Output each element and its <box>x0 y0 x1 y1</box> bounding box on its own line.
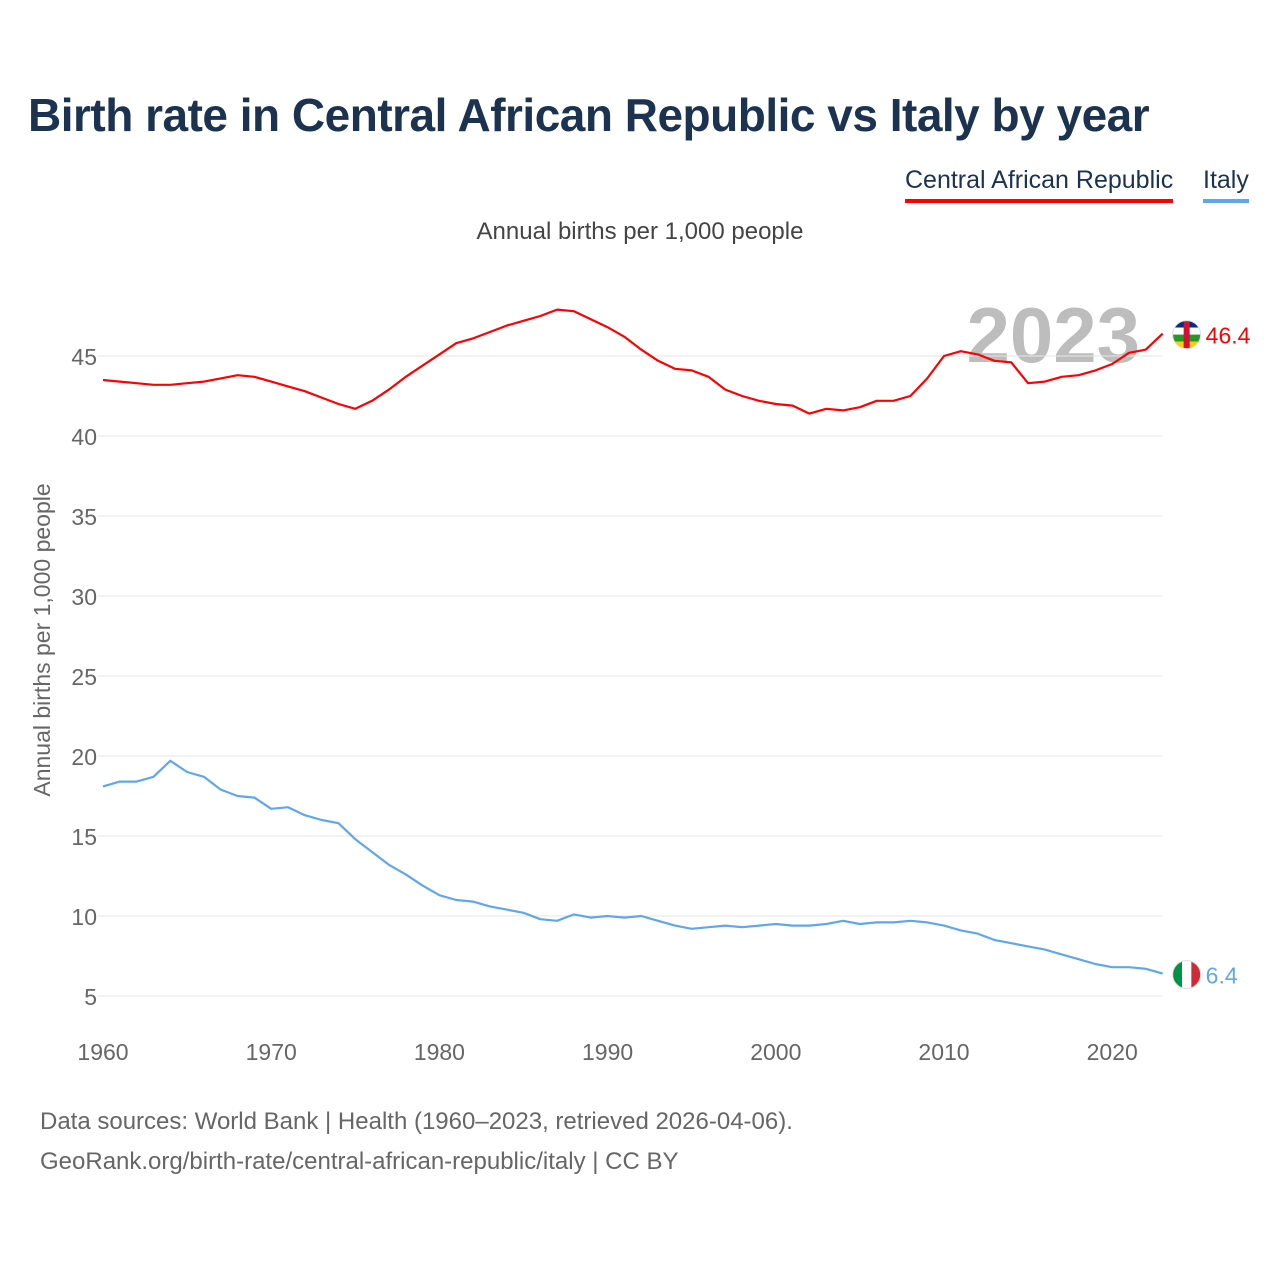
y-tick-label: 15 <box>71 824 97 850</box>
flag-body <box>1172 320 1201 349</box>
flag-body <box>1172 960 1201 989</box>
flag-stripe <box>1191 960 1201 989</box>
italy-flag-icon <box>1172 960 1202 990</box>
y-tick-label: 10 <box>71 904 97 930</box>
series-line-italy <box>102 759 1164 975</box>
end-value-label: 46.4 <box>1206 323 1251 349</box>
y-tick-label: 5 <box>84 984 97 1010</box>
x-tick-label: 1960 <box>77 1039 128 1065</box>
x-tick-label: 2000 <box>750 1039 801 1065</box>
y-axis-label: Annual births per 1,000 people <box>29 483 55 796</box>
x-tick-label: 1970 <box>246 1039 297 1065</box>
source-url-text: GeoRank.org/birth-rate/central-african-r… <box>40 1148 679 1175</box>
y-tick-label: 25 <box>71 664 97 690</box>
central-african-republic-flag-icon <box>1172 320 1202 350</box>
x-tick-label: 2010 <box>918 1039 969 1065</box>
flag-stripe <box>1182 960 1192 989</box>
series-line-central-african-republic <box>102 308 1164 415</box>
flag-border <box>1172 320 1202 350</box>
y-tick-label: 20 <box>71 744 97 770</box>
y-tick-label: 30 <box>71 584 97 610</box>
data-source-text: Data sources: World Bank | Health (1960–… <box>40 1108 793 1135</box>
chart-title: Birth rate in Central African Republic v… <box>28 89 1150 141</box>
legend-item-central-african-republic[interactable]: Central African Republic <box>905 166 1174 203</box>
chart-subtitle: Annual births per 1,000 people <box>476 218 804 245</box>
x-tick-label: 1990 <box>582 1039 633 1065</box>
x-tick-label: 1980 <box>414 1039 465 1065</box>
year-watermark: 2023 <box>966 291 1140 379</box>
y-tick-label: 35 <box>71 504 97 530</box>
flag-stripe <box>1183 320 1190 349</box>
y-tick-label: 40 <box>71 424 97 450</box>
end-value-label: 6.4 <box>1206 963 1238 989</box>
legend-item-italy[interactable]: Italy <box>1203 166 1249 203</box>
flag-stripe <box>1172 960 1183 989</box>
flag-border <box>1172 960 1202 990</box>
x-tick-label: 2020 <box>1087 1039 1138 1065</box>
y-tick-label: 45 <box>71 344 97 370</box>
